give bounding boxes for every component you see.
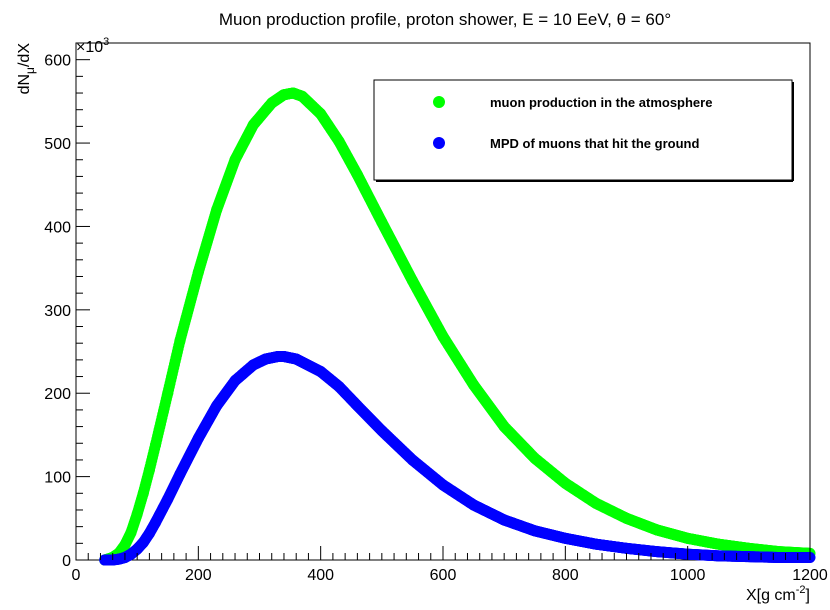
data-point [211, 204, 223, 216]
data-point [498, 421, 510, 433]
data-point [137, 536, 149, 548]
data-point [143, 527, 155, 539]
data-point [247, 119, 259, 131]
data-point [621, 512, 632, 524]
y-multiplier: ×103 [76, 36, 109, 56]
legend-marker [433, 137, 445, 149]
data-point [229, 375, 241, 387]
x-tick-label: 1200 [792, 567, 828, 584]
data-point [406, 275, 418, 287]
legend-box [373, 79, 793, 181]
data-point [266, 97, 278, 109]
data-point [529, 525, 541, 537]
y-axis-title: dNμ/dX [16, 43, 37, 95]
data-point [150, 516, 162, 528]
legend-marker [433, 96, 445, 108]
data-point [468, 379, 480, 391]
data-point [296, 90, 308, 102]
data-point [131, 508, 143, 520]
x-tick-label: 200 [185, 567, 212, 584]
x-tick-label: 400 [307, 567, 334, 584]
y-tick-label: 200 [44, 386, 71, 403]
x-tick-label: 800 [552, 567, 579, 584]
data-point [278, 89, 290, 101]
y-tick-label: 0 [62, 553, 71, 570]
chart-title: Muon production profile, proton shower, … [219, 10, 671, 29]
data-point [211, 400, 223, 412]
data-point [773, 552, 785, 563]
data-point [498, 514, 510, 526]
data-point [590, 538, 602, 550]
data-point [682, 532, 694, 544]
data-point [99, 554, 111, 566]
legend: muon production in the atmosphere MPD of … [373, 79, 794, 182]
data-point [125, 526, 137, 538]
x-tick-label: 0 [72, 567, 81, 584]
x-axis-title: X[g cm-2] [746, 584, 810, 604]
data-point [529, 452, 541, 464]
y-tick-label: 300 [44, 303, 71, 320]
data-point [150, 439, 162, 451]
legend-label: MPD of muons that hit the ground [490, 136, 699, 151]
data-point [651, 546, 663, 558]
data-point [119, 539, 131, 551]
x-tick-label: 1000 [670, 567, 706, 584]
data-point [315, 108, 327, 120]
data-point [376, 425, 388, 437]
data-point [743, 542, 755, 554]
data-point [559, 477, 571, 489]
data-point [651, 524, 663, 536]
x-tick-label: 600 [430, 567, 457, 584]
data-point [590, 497, 602, 509]
data-point [174, 335, 186, 347]
data-point [437, 331, 449, 343]
data-point [712, 538, 724, 550]
data-point [351, 400, 363, 412]
data-point [712, 550, 724, 562]
data-point [174, 468, 186, 480]
data-point [351, 169, 363, 181]
data-point [333, 381, 345, 393]
data-point [437, 479, 449, 491]
data-point [192, 266, 204, 278]
data-point [376, 216, 388, 228]
data-point [290, 353, 302, 365]
data-point [468, 499, 480, 511]
data-point [162, 493, 174, 505]
y-tick-label: 500 [44, 136, 71, 153]
data-point [192, 432, 204, 444]
data-point [143, 464, 155, 476]
data-point [287, 87, 299, 99]
data-point [137, 487, 149, 499]
legend-label: muon production in the atmosphere [490, 95, 712, 110]
data-point [621, 542, 632, 554]
y-tick-label: 400 [44, 219, 71, 236]
data-point [333, 135, 345, 147]
data-point [260, 353, 272, 365]
data-point [315, 366, 327, 378]
data-point [559, 532, 571, 544]
data-point [406, 454, 418, 466]
y-tick-label: 100 [44, 470, 71, 487]
y-tick-label: 600 [44, 53, 71, 70]
data-point [162, 387, 174, 399]
data-point [247, 359, 259, 371]
data-point [229, 154, 241, 166]
data-point [278, 351, 290, 363]
